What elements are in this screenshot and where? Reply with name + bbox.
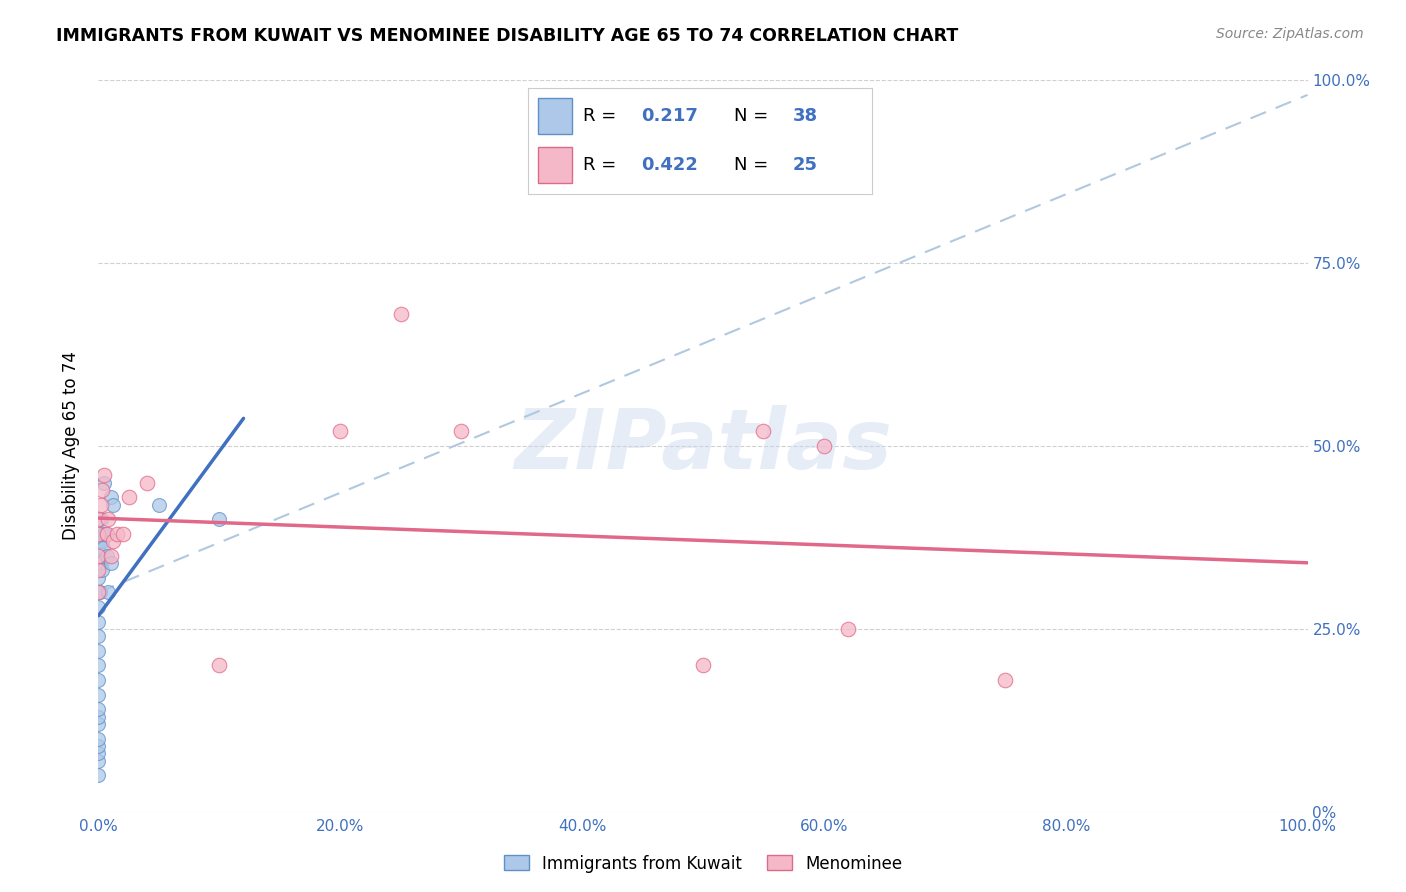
- Point: [87, 754, 110, 768]
- Point: [87, 644, 110, 658]
- Point: [93, 526, 115, 541]
- Point: [93, 468, 115, 483]
- Point: [87, 702, 110, 716]
- Point: [87, 599, 110, 614]
- Point: [91, 534, 114, 549]
- Point: [90, 498, 112, 512]
- Point: [101, 534, 124, 549]
- Point: [93, 475, 115, 490]
- Point: [94, 526, 117, 541]
- Text: IMMIGRANTS FROM KUWAIT VS MENOMINEE DISABILITY AGE 65 TO 74 CORRELATION CHART: IMMIGRANTS FROM KUWAIT VS MENOMINEE DISA…: [56, 27, 959, 45]
- Point: [87, 526, 110, 541]
- Point: [994, 673, 1017, 687]
- Point: [96, 549, 118, 563]
- Point: [89, 585, 111, 599]
- Point: [329, 425, 352, 439]
- Point: [87, 709, 110, 723]
- Point: [118, 490, 141, 504]
- Text: Source: ZipAtlas.com: Source: ZipAtlas.com: [1216, 27, 1364, 41]
- Point: [87, 615, 110, 629]
- Point: [87, 688, 110, 702]
- Point: [87, 746, 110, 760]
- Point: [87, 549, 110, 563]
- Point: [87, 585, 110, 599]
- Point: [105, 526, 128, 541]
- Point: [208, 658, 231, 673]
- Point: [100, 549, 122, 563]
- Point: [87, 658, 110, 673]
- Point: [100, 490, 122, 504]
- Point: [813, 439, 835, 453]
- Point: [692, 658, 714, 673]
- Point: [87, 563, 110, 577]
- Point: [148, 498, 170, 512]
- Point: [135, 475, 157, 490]
- Point: [91, 563, 114, 577]
- Point: [90, 512, 112, 526]
- Point: [87, 556, 110, 570]
- Point: [91, 483, 114, 497]
- Point: [90, 556, 112, 570]
- Point: [111, 526, 134, 541]
- Point: [97, 512, 120, 526]
- Point: [752, 425, 775, 439]
- Point: [87, 534, 110, 549]
- Point: [87, 717, 110, 731]
- Y-axis label: Disability Age 65 to 74: Disability Age 65 to 74: [62, 351, 80, 541]
- Legend: Immigrants from Kuwait, Menominee: Immigrants from Kuwait, Menominee: [496, 848, 910, 880]
- Point: [87, 571, 110, 585]
- Point: [100, 556, 122, 570]
- Point: [87, 541, 110, 556]
- Point: [87, 731, 110, 746]
- Point: [101, 498, 124, 512]
- Point: [87, 585, 110, 599]
- Point: [91, 541, 114, 556]
- Point: [87, 512, 110, 526]
- Point: [837, 622, 859, 636]
- Point: [208, 512, 231, 526]
- Point: [450, 425, 472, 439]
- Point: [89, 526, 111, 541]
- Point: [87, 673, 110, 687]
- Point: [389, 307, 412, 321]
- Point: [87, 739, 110, 753]
- Text: ZIPatlas: ZIPatlas: [515, 406, 891, 486]
- Point: [97, 585, 120, 599]
- Point: [89, 556, 111, 570]
- Point: [87, 768, 110, 782]
- Point: [96, 526, 118, 541]
- Point: [87, 629, 110, 643]
